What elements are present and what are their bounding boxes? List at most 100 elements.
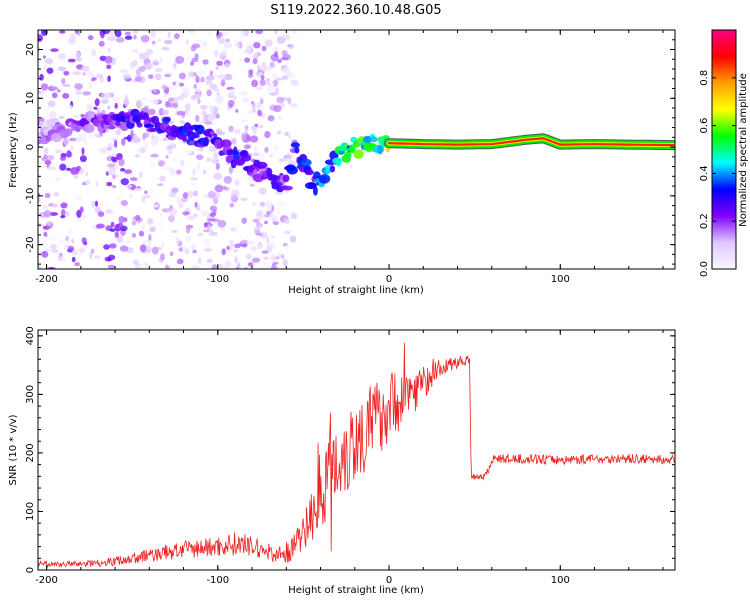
spectrogram-blob — [102, 30, 111, 35]
spectrogram-blob — [52, 86, 59, 91]
spectrogram-blob — [232, 193, 237, 199]
spectrogram-blob — [206, 218, 216, 222]
snr-series-line — [38, 342, 675, 568]
spectrogram-marks — [38, 30, 675, 269]
spectrogram-blob — [150, 138, 159, 147]
spectrogram-blob — [196, 154, 204, 160]
spectrogram-blob — [253, 146, 259, 152]
spectrogram-blob — [162, 208, 167, 212]
spectrogram-blob — [278, 200, 287, 207]
spectrogram-blob — [294, 146, 300, 154]
spectrogram-blob — [124, 35, 133, 40]
spectrogram-blob — [288, 43, 294, 50]
spectrogram-blob — [132, 30, 139, 35]
spectrogram-blob — [266, 210, 271, 216]
spectrogram-blob — [377, 144, 383, 155]
spectrogram-blob — [51, 249, 59, 253]
spectrogram-blob — [184, 103, 191, 111]
spectrogram-blob — [65, 211, 70, 217]
spectrogram-blob — [59, 163, 67, 171]
spectrogram-blob — [80, 167, 85, 174]
spectrogram-blob — [190, 95, 197, 100]
spectrogram-blob — [231, 138, 237, 145]
spectrogram-blob — [272, 79, 279, 87]
spectrogram-blob — [224, 260, 232, 268]
spectrogram-blob — [254, 123, 258, 128]
spectrogram-blob — [208, 105, 215, 112]
spectrogram-blob — [115, 173, 119, 178]
spectrogram-blob — [232, 128, 242, 134]
spectrogram-blob — [149, 162, 156, 170]
spectrogram-blob — [300, 158, 312, 167]
spectrogram-blob — [196, 70, 205, 76]
spectrogram-blob — [60, 202, 68, 209]
spectrogram-blob — [184, 236, 192, 244]
spectrogram-blob — [81, 213, 87, 220]
spectrogram-blob — [167, 102, 176, 108]
spectrogram-blob — [107, 167, 116, 176]
spectrogram-blob — [80, 113, 85, 118]
spectrogram-blob — [216, 128, 222, 135]
spectrogram-blob — [235, 42, 241, 47]
spectrogram-blob — [241, 217, 247, 224]
spectrogram-blob — [105, 209, 114, 214]
spectrogram-blob — [242, 50, 248, 54]
spectrogram-blob — [64, 243, 69, 251]
spectrogram-blob — [67, 245, 75, 252]
spectrogram-blob — [95, 200, 98, 207]
spectrogram-blob — [275, 191, 284, 195]
snr-frame — [37, 329, 676, 571]
spectrogram-blob — [98, 40, 105, 47]
snr-y-axis-label: SNR (10 * v/v) — [8, 414, 19, 485]
spectrogram-blob — [101, 109, 106, 115]
spectrogram-blob — [202, 59, 209, 65]
spectrogram-blob — [195, 114, 200, 123]
spectrogram-blob — [329, 165, 336, 173]
spectrogram-blob — [265, 78, 271, 82]
spectrogram-blob — [207, 190, 216, 199]
spectrogram-blob — [120, 168, 126, 172]
spectrogram-blob — [161, 241, 165, 245]
spectrogram-blob — [284, 218, 291, 225]
spectrogram-blob — [54, 176, 62, 182]
spectrogram-blob — [267, 66, 271, 71]
spectrogram-blob — [142, 112, 150, 121]
spectrogram-blob — [319, 174, 331, 184]
spectrogram-blob — [239, 90, 249, 96]
spectrogram-blob — [226, 245, 230, 250]
spectrogram-blob — [229, 88, 236, 93]
spectrogram-blob — [81, 237, 87, 244]
spectrogram-blob — [194, 201, 198, 208]
spectrogram-blob — [62, 93, 70, 99]
spectrogram-blob — [124, 31, 131, 36]
spectrogram-blob — [211, 264, 218, 269]
spectrogram-blob — [251, 79, 258, 88]
spectrogram-blob — [252, 257, 261, 263]
spectrogram-blob — [110, 221, 115, 228]
spectrogram-blob — [276, 77, 283, 81]
spectrogram-blob — [233, 249, 238, 253]
spectrogram-blob — [290, 212, 298, 220]
snr-x-tick-label: -200 — [35, 575, 58, 586]
spectrogram-blob — [75, 57, 82, 62]
spectrogram-blob — [195, 124, 205, 135]
spectrogram-blob — [65, 128, 73, 137]
spectrogram-blob — [171, 187, 179, 194]
spectrogram-blob — [98, 49, 103, 54]
spectrogram-blob — [215, 95, 224, 103]
spectrogram-blob — [220, 139, 232, 149]
spectrogram-blob — [106, 181, 113, 187]
spectrogram-blob — [107, 48, 111, 53]
spectrogram-blob — [267, 242, 276, 249]
spectrogram-blob — [254, 226, 261, 235]
spectrogram-blob — [241, 119, 249, 123]
spectrogram-blob — [221, 49, 227, 56]
spectrogram-blob — [173, 96, 179, 103]
spectrogram-blob — [125, 184, 133, 189]
spectrogram-blob — [91, 78, 95, 82]
spectrogram-blob — [182, 192, 188, 199]
spectrogram-blob — [89, 252, 93, 260]
spectrogram-blob — [75, 89, 82, 95]
spectrogram-blob — [46, 67, 54, 74]
spectrogram-blob — [200, 104, 208, 110]
